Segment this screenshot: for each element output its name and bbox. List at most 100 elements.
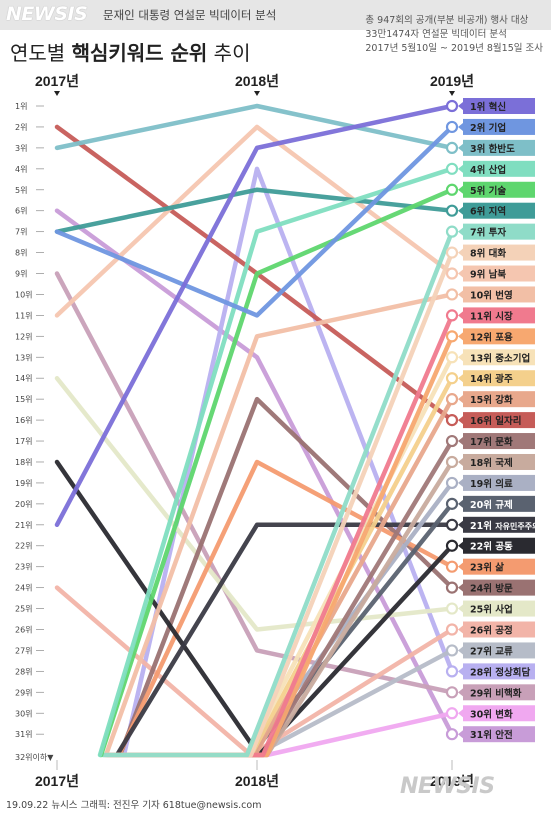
- rank-label-box: [463, 98, 535, 114]
- rank-label-text: 29위 비핵화: [470, 687, 522, 699]
- rank-label-arrow: [458, 164, 463, 173]
- series-line-1: [54, 103, 455, 528]
- rank-label-text: 20위 규제: [470, 499, 513, 511]
- title-bold: 핵심키워드 순위: [71, 41, 208, 65]
- rank-tick-label: 13위: [15, 353, 33, 362]
- series-line-7: [100, 229, 455, 758]
- series-line-21: [114, 522, 455, 758]
- series-endpoint: [445, 267, 459, 280]
- rank-label-arrow: [458, 562, 463, 571]
- note-line: 33만1474자 연설문 빅데이터 분석: [365, 29, 507, 40]
- rank-label-text: 9위 남북: [470, 269, 506, 281]
- rank-label-box: [463, 726, 535, 743]
- rank-label-arrow: [458, 520, 463, 529]
- series-line-10: [103, 292, 455, 758]
- series-endpoint: [445, 414, 459, 427]
- rank-label-arrow: [458, 667, 463, 676]
- rank-label-box: [463, 265, 535, 282]
- series-endpoint: [445, 204, 459, 217]
- rank-label-box: [463, 307, 535, 324]
- newsis-logo: NEWSIS: [6, 3, 88, 25]
- rank-label-arrow: [458, 332, 463, 341]
- rank-label-text: 30위 변화: [470, 708, 513, 720]
- rank-label-arrow: [458, 227, 463, 236]
- rank-label-box: [463, 202, 535, 219]
- series-endpoint: [445, 560, 459, 573]
- rank-label-box: [463, 370, 535, 387]
- year-label-bottom: 2018년: [235, 773, 279, 789]
- rank-label-box: [463, 600, 535, 617]
- credit-footer: 19.09.22 뉴시스 그래픽: 전진우 기자 618tue@newsis.c…: [6, 800, 262, 811]
- rank-tick-label: 31위: [15, 730, 33, 739]
- rank-tick-label: 30위: [15, 709, 33, 718]
- rank-tick-label: 2위: [15, 123, 27, 132]
- rank-label-arrow: [458, 290, 463, 299]
- rank-label-box: [463, 412, 535, 429]
- rank-label-text: 18위 국제: [470, 457, 513, 469]
- series-endpoint: [445, 183, 459, 196]
- rank-tick-label: 24위: [15, 584, 33, 593]
- series-endpoint: [445, 665, 459, 678]
- rank-label-text: 2위 기업: [470, 122, 506, 134]
- rank-label-arrow: [458, 206, 463, 215]
- rank-label-box: [463, 474, 535, 491]
- series-line-9: [54, 124, 455, 318]
- rank-label-arrow: [458, 583, 463, 592]
- rank-label-box: [463, 516, 535, 533]
- year-label-bottom: 2017년: [35, 773, 79, 789]
- series-endpoint: [445, 707, 459, 720]
- series-endpoint: [445, 434, 459, 448]
- series-endpoint: [445, 288, 459, 301]
- series-line-5: [98, 187, 455, 758]
- rank-tick-label: 16위: [15, 416, 33, 425]
- rank-label-arrow: [458, 646, 463, 655]
- rank-label-text: 13위 중소기업: [470, 352, 530, 364]
- rank-tick-label: 3위: [15, 144, 27, 153]
- rank-label-arrow: [458, 269, 463, 278]
- series-endpoint: [445, 99, 459, 113]
- title-prefix: 연도별: [10, 41, 72, 65]
- series-endpoint: [445, 539, 459, 552]
- rank-tick-label: 19위: [15, 479, 33, 488]
- year-marker: [254, 91, 260, 96]
- series-endpoint: [445, 393, 459, 406]
- rank-label-arrow: [458, 499, 463, 508]
- source-notes: 총 947회의 공개(부분 비공개) 행사 대상 33만1474자 연설문 빅데…: [365, 14, 543, 56]
- rank-label-box: [463, 453, 535, 470]
- rank-label-text: 5위 기술: [470, 185, 506, 197]
- rank-label-text: 6위 지역: [470, 206, 506, 218]
- series-endpoint: [445, 476, 459, 490]
- rank-label-text: 15위 강화: [470, 394, 513, 406]
- rank-label-arrow: [458, 353, 463, 362]
- rank-label-box: [463, 621, 535, 638]
- series-endpoint: [445, 372, 459, 385]
- rank-tick-label: 17위: [15, 437, 33, 446]
- rank-label-text: 4위 산업: [470, 164, 506, 176]
- rank-label-box: [463, 537, 535, 554]
- rank-tick-label: 7위: [15, 228, 27, 237]
- rank-label-arrow: [458, 143, 463, 152]
- series-endpoint: [445, 623, 459, 636]
- header-subtitle: 문재인 대통령 연설문 빅데이터 분석: [103, 8, 277, 22]
- rank-label-text: 28위 정상회담: [470, 666, 531, 678]
- series-endpoint: [445, 644, 459, 657]
- rank-label-arrow: [458, 688, 463, 697]
- rank-label-arrow: [458, 395, 463, 404]
- rank-tick-label: 20위: [15, 500, 33, 509]
- rank-tick-label: 21위: [15, 521, 33, 530]
- rank-label-box: [463, 495, 535, 512]
- rank-label-text: 26위 공정: [470, 625, 513, 637]
- note-line: 2017년 5월10일 ~ 2019년 8월15일 조사: [365, 43, 543, 54]
- year-marker: [449, 91, 455, 96]
- rank-label-arrow: [458, 625, 463, 634]
- series-endpoint: [445, 351, 459, 364]
- year-marker: [54, 91, 60, 96]
- rank-label-box: [463, 433, 535, 450]
- chart-title: 연도별 핵심키워드 순위 추이: [10, 37, 251, 66]
- rank-label-text: 23위 삶: [470, 562, 504, 574]
- series-endpoint: [445, 246, 459, 259]
- series-endpoint: [445, 581, 459, 594]
- rank-label-text: 1위 혁신: [470, 101, 506, 113]
- rank-tick-label: 18위: [15, 458, 33, 467]
